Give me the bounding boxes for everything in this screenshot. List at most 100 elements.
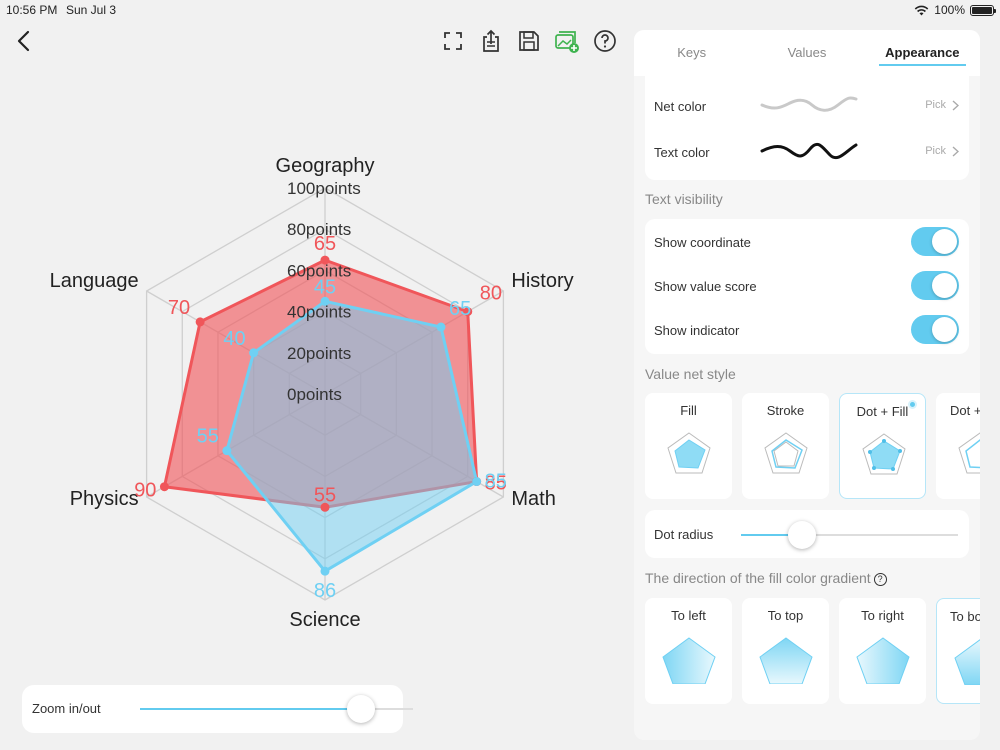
series-2-point xyxy=(320,566,330,576)
status-date: Sun Jul 3 xyxy=(66,3,117,17)
gradient-to-left[interactable]: To left xyxy=(645,598,732,704)
gradient-title: The direction of the fill color gradient… xyxy=(645,570,887,586)
scale-label: 80points xyxy=(287,220,351,239)
series-2-value-label: 45 xyxy=(314,276,336,298)
show-indicator-row: Show indicator xyxy=(654,315,959,344)
color-card: Net color Pick Text color Pick xyxy=(645,76,969,180)
text-color-pick[interactable]: Pick xyxy=(925,145,959,157)
series-2-point xyxy=(320,296,330,306)
pentagon-gradient-bottom-icon xyxy=(954,639,980,685)
scale-label: 60points xyxy=(287,261,351,280)
text-color-label: Text color xyxy=(654,145,710,160)
series-1-point xyxy=(195,317,205,327)
net-style-dot-fill-icon xyxy=(862,433,906,475)
series-2-point xyxy=(436,322,446,332)
scale-label: 0points xyxy=(287,385,342,404)
net-style-stroke-icon xyxy=(764,432,808,474)
show-indicator-toggle[interactable] xyxy=(911,315,959,344)
gallery-add-icon[interactable] xyxy=(554,28,580,54)
text-color-swatch xyxy=(760,142,858,160)
series-1-value-label: 90 xyxy=(134,480,156,502)
tab-values[interactable]: Values xyxy=(787,45,827,60)
series-1-point xyxy=(320,255,330,265)
net-style-dot-stroke[interactable]: Dot + xyxy=(936,393,980,499)
show-value-score-label: Show value score xyxy=(654,279,757,294)
net-style-dot-stroke-icon xyxy=(958,432,980,474)
gradient-to-top[interactable]: To top xyxy=(742,598,829,704)
series-2-value-label: 40 xyxy=(223,328,245,350)
battery-percent: 100% xyxy=(934,3,965,17)
settings-panel: Keys Values Appearance Net color Pick Te… xyxy=(634,30,980,740)
net-style-title: Value net style xyxy=(645,366,736,382)
scale-label: 40points xyxy=(287,303,351,322)
axis-label-math: Math xyxy=(511,488,555,510)
axis-label-language: Language xyxy=(50,270,139,292)
series-2-value-label: 85 xyxy=(485,471,507,493)
series-1-point xyxy=(463,307,473,317)
net-color-label: Net color xyxy=(654,99,707,114)
text-color-row[interactable]: Text color Pick xyxy=(654,142,959,160)
pentagon-gradient-top-icon xyxy=(759,637,813,684)
net-style-stroke[interactable]: Stroke xyxy=(742,393,829,499)
series-1-point xyxy=(159,482,169,492)
show-coordinate-row: Show coordinate xyxy=(654,227,959,256)
net-color-row[interactable]: Net color Pick xyxy=(654,96,959,114)
series-1-value-label: 80 xyxy=(480,283,502,305)
show-coordinate-toggle[interactable] xyxy=(911,227,959,256)
chevron-right-icon xyxy=(952,99,959,111)
battery-icon xyxy=(970,4,996,16)
selected-indicator xyxy=(908,400,917,409)
help-icon[interactable] xyxy=(592,28,618,54)
series-1-value-label: 55 xyxy=(314,484,336,506)
fullscreen-icon[interactable] xyxy=(440,28,466,54)
text-visibility-title: Text visibility xyxy=(645,191,723,207)
status-bar: 10:56 PM Sun Jul 3 100% xyxy=(0,0,1000,20)
help-circle-icon[interactable]: ? xyxy=(873,573,887,586)
pentagon-gradient-right-icon xyxy=(856,637,910,684)
dot-radius-label: Dot radius xyxy=(654,527,714,542)
series-1-point xyxy=(320,502,330,512)
radar-chart: 0points 20points 40points 60points 80points 1… xyxy=(50,155,574,631)
tab-keys[interactable]: Keys xyxy=(677,45,707,60)
gradient-to-bottom[interactable]: To bo xyxy=(936,598,980,704)
save-icon[interactable] xyxy=(516,28,542,54)
zoom-control: Zoom in/out xyxy=(22,685,413,733)
scale-label: 20points xyxy=(287,344,351,363)
axis-label-geography: Geography xyxy=(276,155,375,177)
net-color-swatch xyxy=(760,96,858,112)
show-indicator-label: Show indicator xyxy=(654,323,740,338)
status-time: 10:56 PM xyxy=(6,3,58,17)
axis-label-history: History xyxy=(511,270,573,292)
text-visibility-card: Show coordinate Show value score Show in… xyxy=(645,219,969,354)
series-2-value-label: 65 xyxy=(449,298,471,320)
scale-label: 100points xyxy=(287,179,361,198)
axis-label-physics: Physics xyxy=(70,488,139,510)
series-2-point xyxy=(222,446,232,456)
show-value-score-toggle[interactable] xyxy=(911,271,959,300)
net-color-pick[interactable]: Pick xyxy=(925,99,959,111)
zoom-slider-thumb[interactable] xyxy=(347,695,376,723)
series-1-value-label: 85 xyxy=(485,473,507,495)
net-style-fill[interactable]: Fill xyxy=(645,393,732,499)
series-1-value-label: 70 xyxy=(168,297,190,319)
toolbar xyxy=(440,28,618,54)
wifi-icon xyxy=(915,5,929,15)
tab-appearance[interactable]: Appearance xyxy=(865,30,980,76)
gradient-to-right[interactable]: To right xyxy=(839,598,926,704)
axis-label-science: Science xyxy=(289,609,360,631)
chevron-right-icon xyxy=(952,145,959,157)
dot-radius-card: Dot radius xyxy=(645,510,969,558)
pentagon-gradient-left-icon xyxy=(662,637,716,684)
zoom-label: Zoom in/out xyxy=(32,701,101,716)
zoom-slider[interactable] xyxy=(140,695,413,723)
net-style-fill-icon xyxy=(667,432,711,474)
tab-bar: Keys Values Appearance xyxy=(634,30,980,76)
series-2-point xyxy=(472,477,482,487)
show-coordinate-label: Show coordinate xyxy=(654,235,751,250)
back-chevron-icon[interactable] xyxy=(12,28,36,54)
series-2-point xyxy=(249,348,259,358)
net-style-dot-fill[interactable]: Dot + Fill xyxy=(839,393,926,499)
dot-radius-slider[interactable] xyxy=(741,521,958,549)
dot-radius-thumb[interactable] xyxy=(787,521,816,549)
share-icon[interactable] xyxy=(478,28,504,54)
